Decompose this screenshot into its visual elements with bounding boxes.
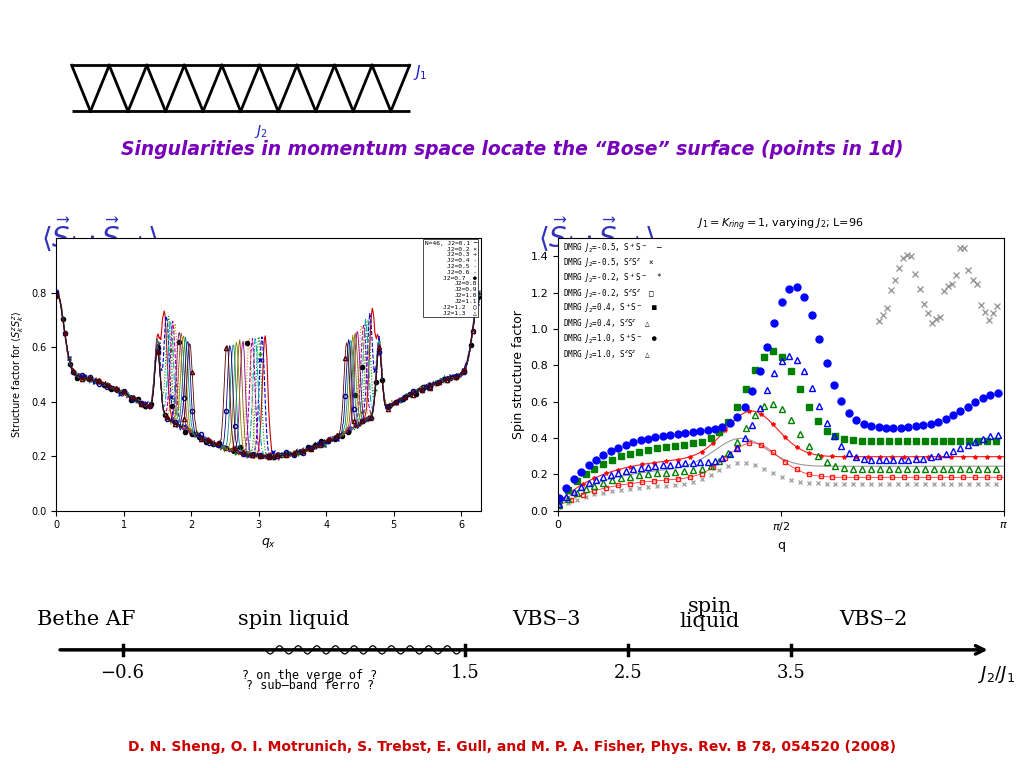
X-axis label: q: q: [777, 539, 784, 552]
Text: Singularities in momentum space locate the “Bose” surface (points in 1d): Singularities in momentum space locate t…: [121, 141, 903, 159]
Text: D. N. Sheng, O. I. Motrunich, S. Trebst, E. Gull, and M. P. A. Fisher, Phys. Rev: D. N. Sheng, O. I. Motrunich, S. Trebst,…: [128, 740, 896, 754]
Text: Bethe AF: Bethe AF: [38, 611, 136, 629]
Y-axis label: Structure factor for $\langle S_k^z S_k^z \rangle$: Structure factor for $\langle S_k^z S_k^…: [10, 311, 26, 438]
Text: −0.6: −0.6: [100, 664, 144, 682]
Text: 3.5: 3.5: [777, 664, 806, 682]
Text: ? sub–band ferro ?: ? sub–band ferro ?: [246, 679, 375, 692]
Text: liquid: liquid: [680, 612, 740, 631]
Text: $J_2$: $J_2$: [254, 123, 268, 140]
Text: 2.5: 2.5: [614, 664, 643, 682]
Text: $\langle \vec{S}_k \cdot \vec{S}_{-k} \rangle$: $\langle \vec{S}_k \cdot \vec{S}_{-k} \r…: [41, 215, 158, 253]
Text: VBS–3: VBS–3: [512, 611, 581, 629]
Text: $\langle \vec{S}_k \cdot \vec{S}_{-k} \rangle$: $\langle \vec{S}_k \cdot \vec{S}_{-k} \r…: [538, 215, 654, 253]
Y-axis label: Spin structure factor: Spin structure factor: [512, 310, 525, 439]
Text: 1.5: 1.5: [451, 664, 479, 682]
Text: DMRG $J_2$=-0.5, S$^+$S$^-$  ─
DMRG $J_2$=-0.5, S$^z$S$^z$  ×
DMRG $J_2$=-0.2, S: DMRG $J_2$=-0.5, S$^+$S$^-$ ─ DMRG $J_2$…: [562, 241, 663, 361]
Text: spin: spin: [688, 598, 732, 616]
X-axis label: $q_x$: $q_x$: [261, 536, 276, 550]
Text: N=46, J2=0.1 ─
J2=0.2 ×
J2=0.3 +
J2=0.4 ·
J2=0.5 ·
J2=0.6 ·
J2=0.7  ●
J2=0.8
J2=: N=46, J2=0.1 ─ J2=0.2 × J2=0.3 + J2=0.4 …: [425, 241, 477, 316]
Text: $J_2 / J_1$: $J_2 / J_1$: [979, 664, 1016, 685]
Text: spin liquid: spin liquid: [239, 611, 349, 629]
Text: VBS–2: VBS–2: [839, 611, 907, 629]
Text: $J_1 = K_{ring} = 1$, varying $J_2$; L=96: $J_1 = K_{ring} = 1$, varying $J_2$; L=9…: [697, 217, 864, 233]
Text: $J_1$: $J_1$: [413, 64, 427, 82]
Text: ? on the verge of ?: ? on the verge of ?: [243, 669, 378, 682]
